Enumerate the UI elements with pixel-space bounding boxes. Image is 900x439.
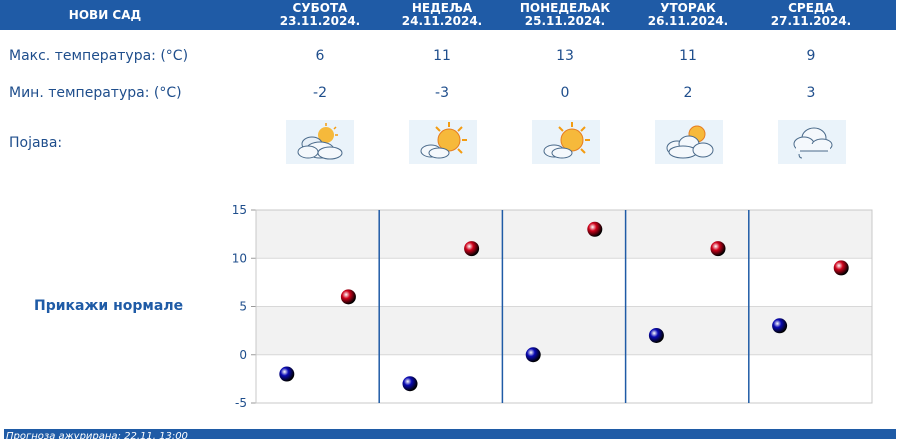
- day-date: 27.11.2024.: [770, 14, 852, 28]
- y-tick-label: 10: [232, 251, 247, 265]
- y-tick-label: 15: [232, 203, 247, 217]
- show-normals-link[interactable]: Прикажи нормале: [34, 298, 184, 314]
- day-name: СРЕДА: [788, 1, 834, 15]
- day-date: 26.11.2024.: [647, 14, 729, 28]
- min-temp-value: 0: [560, 85, 570, 101]
- min-temp-value: -2: [313, 85, 327, 101]
- max-temp-label: Макс. температура: (°C): [9, 48, 189, 64]
- city-name: НОВИ САД: [68, 7, 142, 22]
- partly-cloudy-icon: [286, 120, 354, 164]
- min-temp-label: Мин. температура: (°C): [9, 85, 182, 101]
- min-temp-value: -3: [435, 85, 449, 101]
- y-tick-label: -5: [235, 396, 247, 410]
- min-temp-value: 2: [683, 85, 693, 101]
- day-date: 24.11.2024.: [401, 14, 483, 28]
- plot-band: [256, 306, 872, 355]
- min-temp-value: 3: [806, 85, 816, 101]
- max-temp-point: [340, 289, 356, 305]
- plot-frame: [255, 209, 873, 404]
- y-tick-label: 0: [239, 348, 247, 362]
- plot-band: [256, 258, 872, 307]
- cloud-drizzle-icon: [778, 120, 846, 164]
- min-temp-point: [772, 318, 788, 334]
- day-header: СРЕДА 27.11.2024.: [756, 0, 866, 30]
- day-header: СУБОТА 23.11.2024.: [265, 0, 375, 30]
- mostly-sunny-icon: [409, 120, 477, 164]
- day-date: 23.11.2024.: [279, 14, 361, 28]
- forecast-header: НОВИ САД СУБОТА 23.11.2024. НЕДЕЉА 24.11…: [0, 0, 896, 30]
- day-name: УТОРАК: [660, 1, 716, 15]
- day-header: ПОНЕДЕЉАК 25.11.2024.: [510, 0, 620, 30]
- plot-band: [256, 210, 872, 259]
- min-temp-point: [648, 327, 664, 343]
- day-name: СУБОТА: [292, 1, 348, 15]
- max-temp-value: 13: [556, 48, 574, 64]
- max-temp-value: 11: [679, 48, 697, 64]
- max-temp-value: 6: [315, 48, 325, 64]
- day-date: 25.11.2024.: [524, 14, 606, 28]
- max-temp-value: 9: [806, 48, 816, 64]
- min-temp-point: [525, 347, 541, 363]
- phenomenon-label: Појава:: [9, 135, 63, 151]
- temperature-chart: 15 10 5 0 -5: [232, 203, 873, 410]
- y-tick-label: 5: [239, 300, 247, 314]
- day-name: НЕДЕЉА: [411, 1, 473, 15]
- mostly-sunny-icon: [532, 120, 600, 164]
- day-header: НЕДЕЉА 24.11.2024.: [387, 0, 497, 30]
- update-info: Прогноза ажурирана: 22.11. 13:00: [6, 431, 188, 439]
- max-temp-point: [587, 221, 603, 237]
- max-temp-point: [710, 241, 726, 257]
- sun-clouds-icon: [655, 120, 723, 164]
- max-temp-point: [464, 241, 480, 257]
- max-temp-point: [833, 260, 849, 276]
- plot-band: [256, 354, 872, 403]
- footer-bar: Прогноза ажурирана: 22.11. 13:00: [4, 429, 896, 439]
- max-temp-value: 11: [433, 48, 451, 64]
- min-temp-point: [279, 366, 295, 382]
- day-header: УТОРАК 26.11.2024.: [633, 0, 743, 30]
- day-name: ПОНЕДЕЉАК: [519, 1, 611, 15]
- min-temp-point: [402, 376, 418, 392]
